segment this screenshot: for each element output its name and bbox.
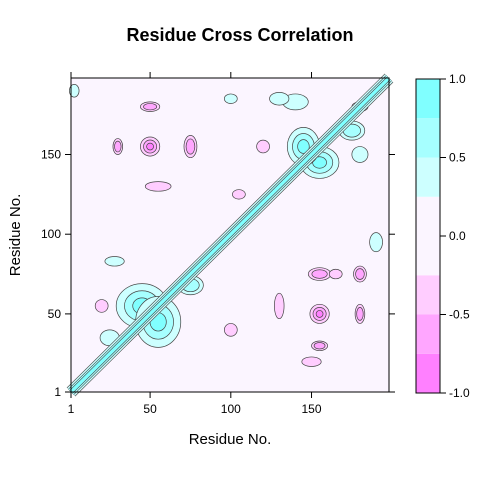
negative-correlation-region: [309, 303, 330, 324]
negative-correlation-region: [140, 101, 161, 112]
contour-ring: [224, 93, 238, 104]
contour-ring: [315, 310, 324, 318]
colorbar: -1.0 -0.5 0.0 0.5 1.0: [415, 72, 470, 400]
x-axis: 1 50 100 150: [68, 72, 322, 416]
colorbar-level: [416, 275, 440, 315]
colorbar-tick-label: -0.5: [449, 308, 470, 322]
colorbar-tick-label: -1.0: [449, 386, 470, 400]
colorbar-level: [416, 79, 440, 119]
y-tick-label: 100: [41, 227, 61, 241]
positive-correlation-region: [269, 91, 290, 106]
contour-ring: [311, 269, 328, 279]
negative-correlation-region: [112, 138, 124, 155]
x-axis-title: Residue No.: [189, 431, 272, 448]
contour-ring: [143, 103, 158, 111]
colorbar-level: [416, 314, 440, 354]
contour-ring: [114, 140, 122, 153]
chart-title: Residue Cross Correlation: [126, 25, 353, 45]
plot-panel: [66, 73, 394, 397]
negative-correlation-region: [183, 135, 198, 159]
contour-ring: [274, 292, 285, 320]
contour-ring: [185, 138, 196, 155]
y-tick-label: 50: [48, 307, 62, 321]
contour-ring: [146, 142, 154, 151]
contour-ring: [369, 232, 383, 253]
positive-correlation-region: [224, 93, 238, 104]
contour-ring: [144, 181, 172, 192]
y-axis-title: Residue No.: [7, 194, 24, 277]
diagonal-band: [66, 73, 394, 397]
x-tick-label: 1: [68, 402, 75, 416]
colorbar-level: [416, 196, 440, 276]
negative-correlation-region: [301, 356, 322, 367]
negative-correlation-region: [274, 292, 285, 320]
contour-ring: [224, 323, 238, 337]
x-tick-label: 150: [302, 402, 322, 416]
negative-correlation-region: [140, 136, 161, 157]
contour-ring: [313, 342, 326, 350]
positive-correlation-region: [69, 84, 80, 98]
contour-ring: [355, 268, 365, 280]
negative-correlation-region: [144, 181, 172, 192]
colorbar-tick-label: 0.0: [449, 229, 466, 243]
negative-correlation-region: [311, 340, 329, 351]
positive-correlation-region: [369, 232, 383, 253]
contour-ring: [232, 189, 246, 200]
contour-ring: [356, 307, 364, 321]
positive-correlation-region: [104, 256, 125, 267]
negative-correlation-region: [232, 189, 246, 200]
contour-ring: [297, 139, 310, 154]
negative-correlation-region: [328, 268, 343, 280]
diagonal-contour-fill: [69, 76, 391, 394]
negative-correlation-region: [354, 303, 366, 324]
negative-correlation-region: [353, 265, 367, 283]
contour-ring: [69, 84, 80, 98]
colorbar-tick-label: 0.5: [449, 151, 466, 165]
negative-correlation-region: [224, 323, 238, 337]
contour-ring: [104, 256, 125, 267]
x-tick-label: 100: [221, 402, 241, 416]
colorbar-level: [416, 118, 440, 158]
negative-correlation-region: [94, 299, 109, 313]
contour-ring: [94, 299, 109, 313]
colorbar-tick-label: 1.0: [449, 72, 466, 86]
contour-ring: [269, 91, 290, 106]
colorbar-level: [416, 157, 440, 197]
contour-ring: [256, 139, 270, 154]
contour-ring: [301, 356, 322, 367]
positive-correlation-region: [351, 146, 369, 163]
x-tick-label: 50: [143, 402, 157, 416]
contour-ring: [351, 146, 369, 163]
y-tick-label: 1: [54, 385, 61, 399]
colorbar-level: [416, 353, 440, 393]
plot-frame: [70, 77, 390, 393]
negative-correlation-region: [256, 139, 270, 154]
contour-ring: [328, 268, 343, 280]
y-tick-label: 150: [41, 148, 61, 162]
negative-correlation-region: [307, 267, 332, 281]
